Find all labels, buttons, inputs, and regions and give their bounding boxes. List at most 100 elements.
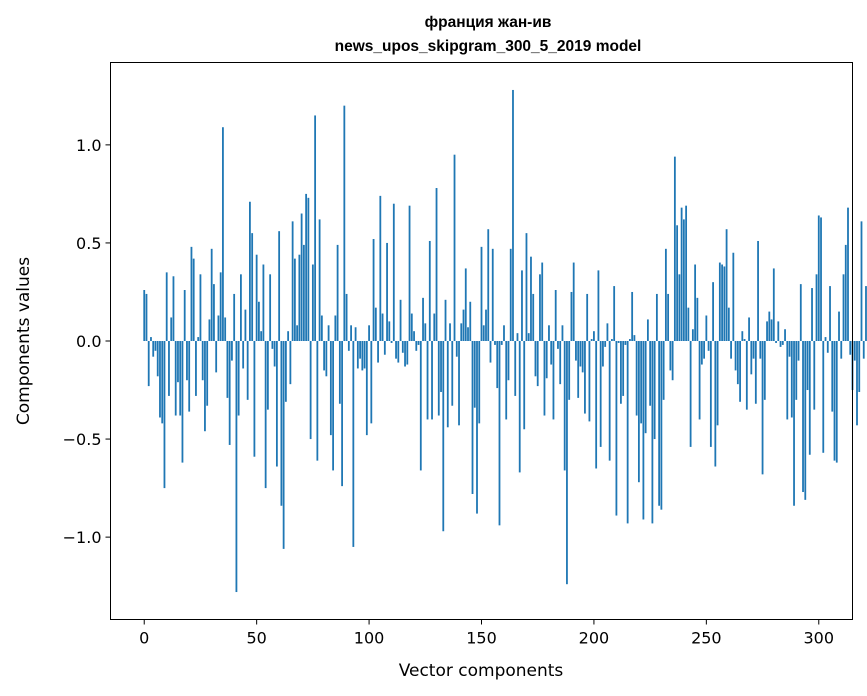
bar-component-236 (674, 157, 676, 341)
bar-component-188 (566, 341, 568, 584)
bar-component-201 (595, 341, 597, 468)
bar-component-155 (492, 249, 494, 341)
bar-component-137 (451, 341, 453, 406)
bar-component-305 (829, 286, 831, 341)
bar-component-70 (301, 214, 303, 341)
bar-component-225 (649, 341, 651, 406)
bar-component-300 (818, 215, 820, 341)
bar-component-303 (825, 337, 827, 341)
bar-component-175 (537, 341, 539, 386)
bar-component-52 (260, 331, 262, 341)
bar-component-254 (714, 341, 716, 467)
bar-component-247 (699, 341, 701, 419)
bar-component-172 (530, 257, 532, 341)
bar-component-162 (508, 341, 510, 380)
bar-component-117 (406, 341, 408, 365)
bar-component-183 (555, 290, 557, 341)
bar-component-149 (478, 341, 480, 423)
bar-series (143, 90, 867, 592)
bar-component-224 (647, 319, 649, 341)
bar-component-276 (764, 341, 766, 400)
bar-component-163 (510, 249, 512, 341)
bar-component-244 (692, 329, 694, 341)
bar-component-266 (741, 331, 743, 341)
bar-component-37 (227, 341, 229, 398)
bar-component-273 (757, 241, 759, 341)
bar-component-10 (166, 272, 168, 341)
bar-component-286 (786, 341, 788, 419)
bar-component-45 (245, 310, 247, 341)
bar-component-250 (705, 316, 707, 342)
bar-component-210 (616, 341, 618, 516)
bar-component-104 (377, 341, 379, 363)
bar-component-220 (638, 341, 640, 482)
bar-component-38 (229, 341, 231, 445)
bar-component-310 (840, 341, 842, 359)
x-tick-label: 50 (246, 629, 266, 648)
bar-component-95 (357, 341, 359, 368)
bar-component-296 (809, 341, 811, 455)
bar-component-115 (402, 341, 404, 353)
bar-component-314 (849, 341, 851, 355)
bar-component-231 (663, 341, 665, 400)
bar-component-3 (150, 337, 152, 341)
bar-component-12 (170, 317, 172, 341)
bar-component-295 (807, 341, 809, 390)
bar-component-88 (341, 341, 343, 486)
bar-component-150 (481, 247, 483, 341)
bar-component-265 (739, 341, 741, 402)
bar-component-148 (476, 341, 478, 514)
bar-component-271 (753, 341, 755, 359)
bar-component-218 (634, 335, 636, 341)
bar-component-211 (618, 341, 620, 343)
bar-component-116 (404, 341, 406, 367)
bar-component-171 (528, 333, 530, 341)
bar-component-21 (191, 247, 193, 341)
bar-component-227 (654, 341, 656, 439)
bar-component-42 (238, 341, 240, 416)
bar-component-196 (584, 341, 586, 414)
bar-component-152 (485, 310, 487, 341)
bar-component-123 (420, 341, 422, 470)
bar-component-71 (303, 245, 305, 341)
bar-component-93 (352, 341, 354, 547)
bar-component-277 (766, 321, 768, 341)
bar-component-132 (440, 341, 442, 392)
bar-component-189 (568, 341, 570, 400)
bar-component-246 (696, 298, 698, 341)
bar-component-110 (391, 341, 393, 343)
bar-component-24 (197, 337, 199, 341)
bar-component-135 (447, 341, 449, 427)
bar-component-193 (577, 341, 579, 398)
bar-component-308 (836, 341, 838, 463)
bar-component-83 (330, 341, 332, 435)
bar-component-216 (629, 339, 631, 341)
bar-component-233 (667, 294, 669, 341)
bar-component-36 (224, 317, 226, 341)
bar-component-44 (242, 341, 244, 368)
bar-component-80 (323, 341, 325, 370)
bar-component-90 (346, 294, 348, 341)
bar-component-207 (609, 341, 611, 461)
bar-component-47 (249, 202, 251, 341)
bar-component-257 (721, 265, 723, 341)
bar-component-306 (831, 341, 833, 412)
bar-component-309 (838, 312, 840, 341)
bar-component-144 (467, 327, 469, 341)
bar-component-63 (285, 341, 287, 402)
bar-component-143 (465, 268, 467, 341)
bar-component-281 (775, 341, 777, 343)
bar-component-180 (548, 325, 550, 341)
bar-component-156 (494, 341, 496, 345)
bar-component-301 (820, 217, 822, 341)
bar-component-181 (550, 341, 552, 365)
bar-component-185 (559, 341, 561, 384)
bar-component-91 (348, 341, 350, 351)
bar-component-288 (791, 341, 793, 417)
bar-component-291 (798, 341, 800, 361)
bar-component-253 (712, 282, 714, 341)
bar-component-34 (220, 272, 222, 341)
bar-component-65 (289, 341, 291, 384)
bar-component-96 (359, 341, 361, 359)
chart-title-line-2: news_upos_skipgram_300_5_2019 model (335, 38, 642, 55)
